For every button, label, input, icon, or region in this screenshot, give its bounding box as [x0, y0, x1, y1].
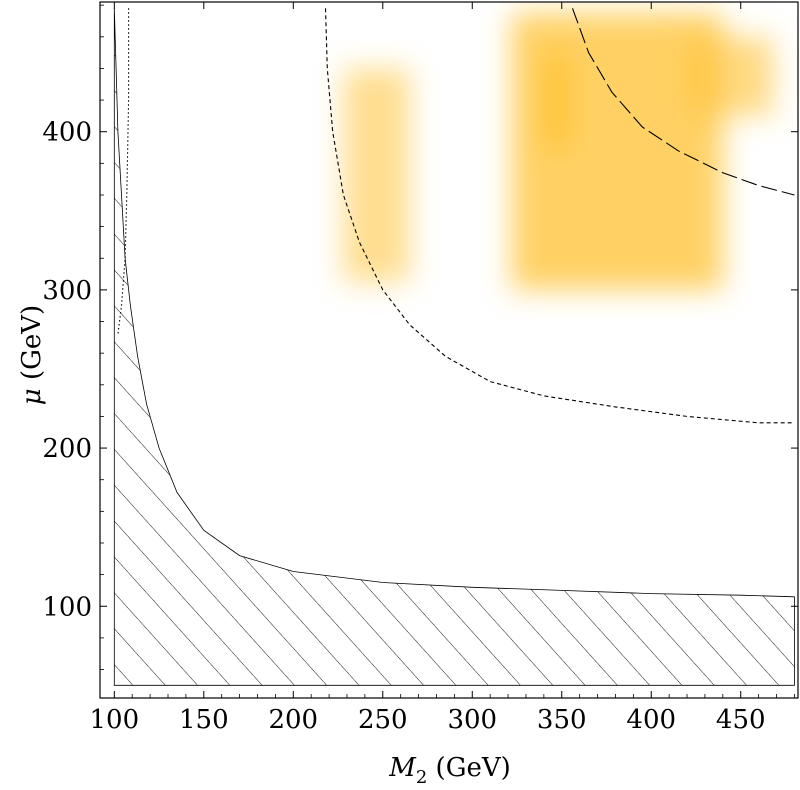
x-tick-label: 400	[626, 705, 676, 735]
y-tick-label: 300	[42, 276, 92, 306]
x-tick-label: 450	[716, 705, 766, 735]
x-tick-label: 150	[179, 705, 229, 735]
x-axis-label: M2 (GeV)	[388, 753, 511, 788]
shaded-region-2	[543, 52, 571, 148]
shaded-regions	[343, 13, 773, 290]
short-dashed-curve	[324, 8, 795, 424]
x-tick-label: 100	[89, 705, 139, 735]
long-dashed-curve	[571, 8, 795, 196]
y-tick-label: 200	[42, 434, 92, 464]
x-tick-label: 300	[447, 705, 497, 735]
shaded-region-0	[343, 68, 410, 282]
x-tick-label: 350	[537, 705, 587, 735]
x-tick-label: 200	[268, 705, 318, 735]
y-tick-label: 100	[42, 592, 92, 622]
y-axis-label: μ (GeV)	[17, 305, 47, 405]
excluded-region	[113, 8, 795, 686]
curves	[113, 8, 795, 686]
axis-ticks	[100, 2, 798, 698]
plot-frame	[99, 1, 799, 699]
dotted-curve	[117, 8, 130, 335]
x-tick-label: 250	[358, 705, 408, 735]
y-tick-label: 400	[42, 118, 92, 148]
shaded-region-3	[687, 36, 773, 116]
tick-labels: 100 150 200 250 300 350 400 450 100 200 300 400	[42, 118, 765, 735]
